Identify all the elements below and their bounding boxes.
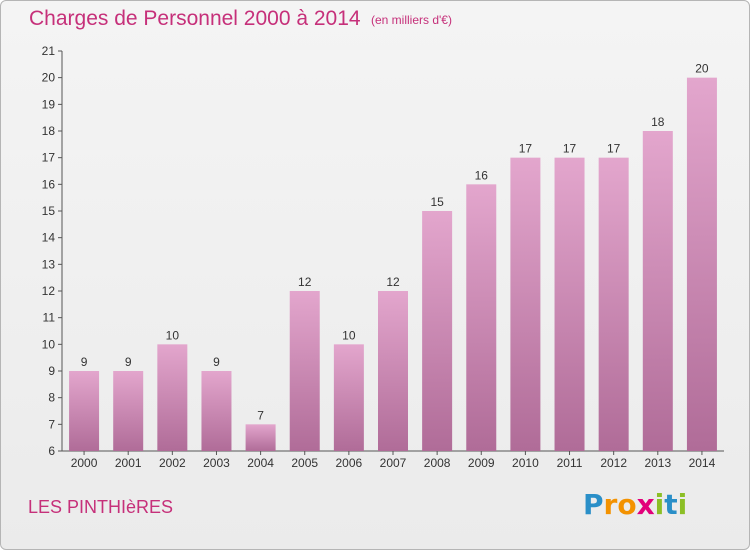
y-tick-label: 10 — [42, 337, 56, 351]
x-tick-labels: 2000 2001 2002 2003 2004 2005 2006 2007 2008 2009… — [71, 456, 716, 470]
logo-letter: o — [617, 488, 637, 521]
chart-bars — [69, 77, 717, 452]
x-tick-label: 2012 — [600, 456, 627, 470]
bar — [333, 344, 364, 451]
x-tick-label: 2009 — [468, 456, 495, 470]
logo-letter: i — [677, 488, 688, 521]
bar — [554, 157, 585, 451]
data-label: 9 — [125, 355, 132, 369]
data-label: 9 — [213, 355, 220, 369]
x-tick-label: 2006 — [336, 456, 363, 470]
x-tick-label: 2013 — [644, 456, 671, 470]
chart-title: Charges de Personnel 2000 à 2014 — [29, 7, 361, 30]
y-tick-label: 7 — [48, 417, 55, 431]
y-tick-label: 11 — [43, 311, 56, 325]
bar — [201, 371, 232, 451]
x-tick-label: 2008 — [424, 456, 451, 470]
bar — [598, 157, 629, 451]
y-tick-label: 16 — [42, 177, 56, 191]
bar — [378, 291, 408, 451]
data-label: 10 — [166, 328, 180, 342]
x-tick-label: 2014 — [689, 456, 716, 470]
x-tick-label: 2002 — [159, 456, 186, 470]
bar — [466, 184, 497, 452]
x-tick-label: 2004 — [247, 456, 274, 470]
logo-letter: i — [654, 488, 665, 521]
y-tick-labels: 6 7 8 9 10 11 12 13 14 15 16 17 18 19 20 21 — [42, 44, 56, 458]
data-label: 17 — [519, 142, 533, 156]
x-tick-label: 2010 — [512, 456, 539, 470]
data-label: 10 — [342, 328, 356, 342]
logo-letter: P — [583, 488, 604, 521]
proxiti-logo: Proxiti — [583, 488, 687, 521]
y-tick-label: 17 — [42, 151, 56, 165]
commune-name: LES PINTHIèRES — [28, 497, 174, 517]
data-label: 12 — [298, 275, 312, 289]
bar — [642, 131, 673, 451]
y-tick-label: 15 — [42, 204, 56, 218]
y-tick-label: 18 — [42, 124, 56, 138]
data-label: 9 — [81, 355, 88, 369]
y-tick-label: 20 — [42, 71, 56, 85]
bar — [113, 371, 144, 451]
x-tick-label: 2003 — [203, 456, 230, 470]
logo-letter: x — [636, 488, 655, 521]
y-tick-label: 19 — [42, 97, 56, 111]
data-labels: 9 9 10 9 7 12 10 12 15 16 17 17 17 18 20 — [81, 62, 709, 423]
data-label: 15 — [430, 195, 444, 209]
x-tick-label: 2005 — [291, 456, 318, 470]
data-label: 16 — [475, 168, 489, 182]
y-tick-label: 21 — [42, 44, 56, 58]
y-tick-label: 8 — [48, 391, 55, 405]
data-label: 7 — [257, 408, 264, 422]
bar — [289, 291, 320, 451]
bar — [510, 157, 541, 451]
x-tick-label: 2007 — [380, 456, 407, 470]
bar — [245, 424, 276, 451]
data-label: 20 — [695, 62, 709, 76]
bar — [157, 344, 188, 451]
logo-letter: t — [664, 488, 678, 521]
y-tick-label: 9 — [48, 364, 55, 378]
y-tick-label: 14 — [42, 231, 56, 245]
data-label: 18 — [651, 115, 665, 129]
y-tick-label: 6 — [48, 444, 55, 458]
y-tick-label: 13 — [42, 257, 56, 271]
data-label: 17 — [563, 142, 577, 156]
chart-unit: (en milliers d'€) — [371, 13, 452, 27]
logo-letter: r — [603, 488, 618, 521]
x-tick-label: 2011 — [557, 456, 583, 470]
data-label: 12 — [386, 275, 400, 289]
bar — [69, 371, 100, 451]
y-tick-label: 12 — [42, 284, 56, 298]
x-tick-label: 2001 — [115, 456, 142, 470]
x-tick-label: 2000 — [71, 456, 98, 470]
data-label: 17 — [607, 142, 621, 156]
bar — [686, 77, 717, 452]
bar — [422, 211, 453, 451]
